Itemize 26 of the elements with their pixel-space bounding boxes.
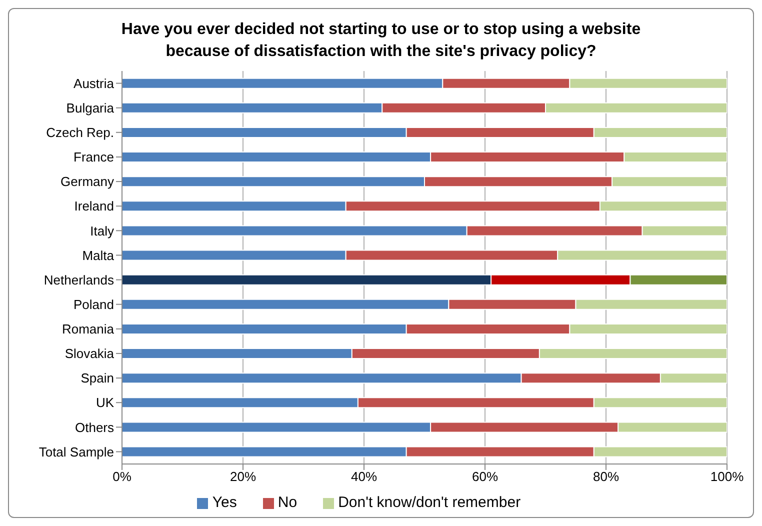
x-tick-label: 60%	[472, 469, 498, 484]
x-tick-label: 100%	[710, 469, 744, 484]
x-tick-label: 40%	[350, 469, 378, 484]
y-tick-label: UK	[96, 395, 114, 410]
y-tick-label: Ireland	[74, 198, 114, 214]
y-tick-label: Slovakia	[64, 346, 115, 362]
y-tick-label: Austria	[74, 76, 115, 91]
y-tick-label: Netherlands	[44, 272, 114, 288]
y-tick-label: Total Sample	[38, 444, 114, 460]
x-tick-label: 80%	[592, 469, 620, 484]
y-tick-label: Romania	[62, 322, 115, 337]
y-tick-label: Italy	[90, 223, 114, 238]
y-tick-label: France	[74, 150, 114, 165]
legend-label: No	[278, 494, 298, 511]
y-tick-label: Poland	[74, 296, 114, 312]
y-tick-label: Germany	[60, 174, 114, 190]
chart-title: Have you ever decided not starting to use or to stop using a website because of dissatisfaction with the site's privacy policy?	[121, 20, 641, 62]
legend-label: Yes	[212, 494, 237, 511]
x-tick-label: 0%	[112, 469, 132, 484]
y-tick-label: Spain	[80, 370, 114, 386]
y-tick-label: Others	[74, 420, 114, 435]
y-tick-label: Bulgaria	[66, 100, 115, 116]
y-tick-label: Malta	[82, 248, 115, 263]
legend-label: Don't know/don't remember	[338, 494, 521, 511]
y-tick-label: Czech Rep.	[46, 125, 114, 140]
x-tick-label: 20%	[230, 469, 256, 484]
